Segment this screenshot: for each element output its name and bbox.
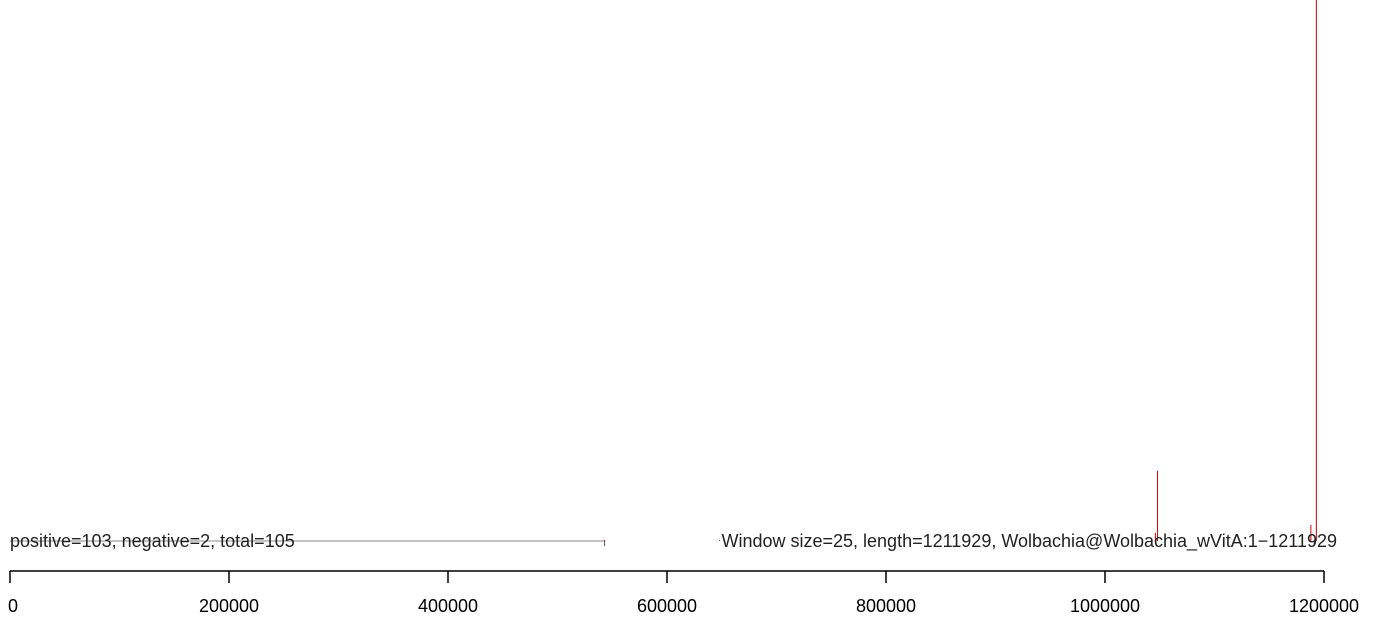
- x-tick-label-1: 200000: [199, 596, 259, 616]
- spike-group: [604, 0, 1317, 546]
- x-tick-label-2: 400000: [418, 596, 478, 616]
- x-axis: 0 200000 400000 600000 800000 1000000 1200000: [8, 570, 1359, 616]
- x-tick-label-3: 600000: [637, 596, 697, 616]
- summary-counts: positive=103, negative=2, total=105: [10, 531, 295, 551]
- x-tick-label-6: 1200000: [1289, 596, 1359, 616]
- x-tick-label-0: 0: [8, 596, 18, 616]
- x-tick-label-5: 1000000: [1070, 596, 1140, 616]
- x-tick-label-4: 800000: [856, 596, 916, 616]
- summary-window-info: Window size=25, length=1211929, Wolbachi…: [721, 531, 1337, 552]
